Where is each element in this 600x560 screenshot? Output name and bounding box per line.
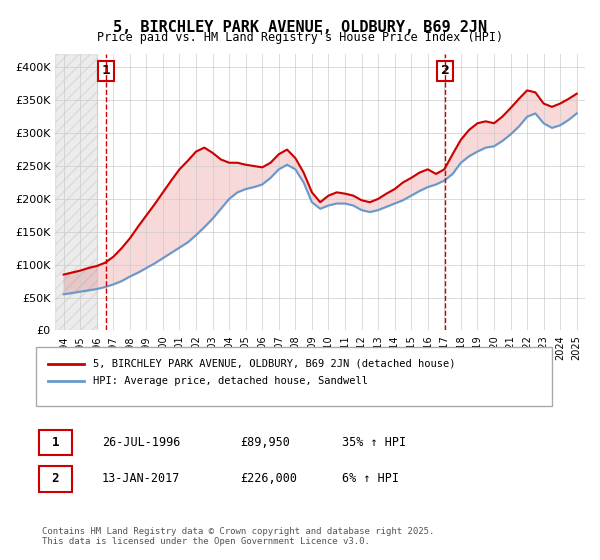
Text: HPI: Average price, detached house, Sandwell: HPI: Average price, detached house, Sand…: [93, 376, 368, 386]
Bar: [55, 54, 97, 330]
Text: 1: 1: [52, 436, 59, 449]
Text: 26-JUL-1996: 26-JUL-1996: [102, 436, 181, 449]
Text: £89,950: £89,950: [240, 436, 290, 449]
Text: 1: 1: [102, 64, 110, 77]
Text: 2: 2: [440, 64, 449, 77]
Text: 5, BIRCHLEY PARK AVENUE, OLDBURY, B69 2JN (detached house): 5, BIRCHLEY PARK AVENUE, OLDBURY, B69 2J…: [93, 359, 455, 369]
Text: 13-JAN-2017: 13-JAN-2017: [102, 472, 181, 486]
Text: £226,000: £226,000: [240, 472, 297, 486]
Text: Contains HM Land Registry data © Crown copyright and database right 2025.
This d: Contains HM Land Registry data © Crown c…: [42, 526, 434, 546]
Text: 6% ↑ HPI: 6% ↑ HPI: [342, 472, 399, 486]
Text: 5, BIRCHLEY PARK AVENUE, OLDBURY, B69 2JN: 5, BIRCHLEY PARK AVENUE, OLDBURY, B69 2J…: [113, 20, 487, 35]
Text: 35% ↑ HPI: 35% ↑ HPI: [342, 436, 406, 449]
Text: 2: 2: [52, 472, 59, 486]
Text: Price paid vs. HM Land Registry's House Price Index (HPI): Price paid vs. HM Land Registry's House …: [97, 31, 503, 44]
